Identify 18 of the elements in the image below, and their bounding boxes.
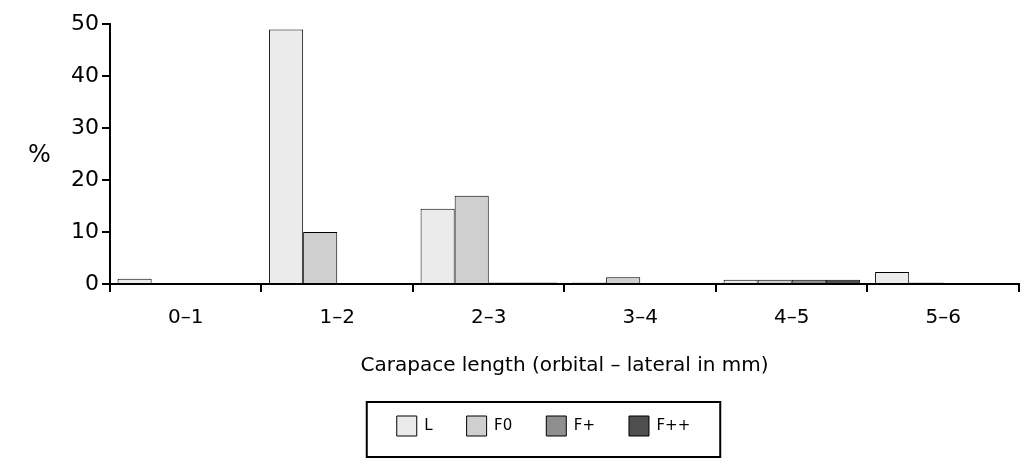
y-axis-title: % — [28, 140, 51, 168]
y-tick-label: 10 — [70, 217, 99, 243]
x-tick-label: 5–6 — [925, 304, 961, 329]
y-tick-label: 50 — [70, 9, 99, 35]
x-tick-label: 3–4 — [622, 304, 658, 329]
legend-label: F+ — [573, 415, 595, 434]
y-tick-label: 30 — [70, 113, 99, 139]
x-tick-label: 4–5 — [774, 304, 810, 329]
legend-label: L — [424, 415, 434, 434]
x-tick-label: 1–2 — [319, 304, 355, 329]
x-tick-label: 2–3 — [471, 304, 507, 329]
y-tick-label: 0 — [84, 269, 99, 295]
legend-label: F++ — [656, 415, 691, 434]
legend-label: F0 — [494, 415, 513, 434]
x-axis-title: Carapace length (orbital – lateral in mm) — [360, 352, 769, 377]
y-tick-label: 20 — [70, 165, 99, 191]
x-tick-label: 0–1 — [168, 304, 204, 329]
y-tick-label: 40 — [70, 61, 99, 87]
